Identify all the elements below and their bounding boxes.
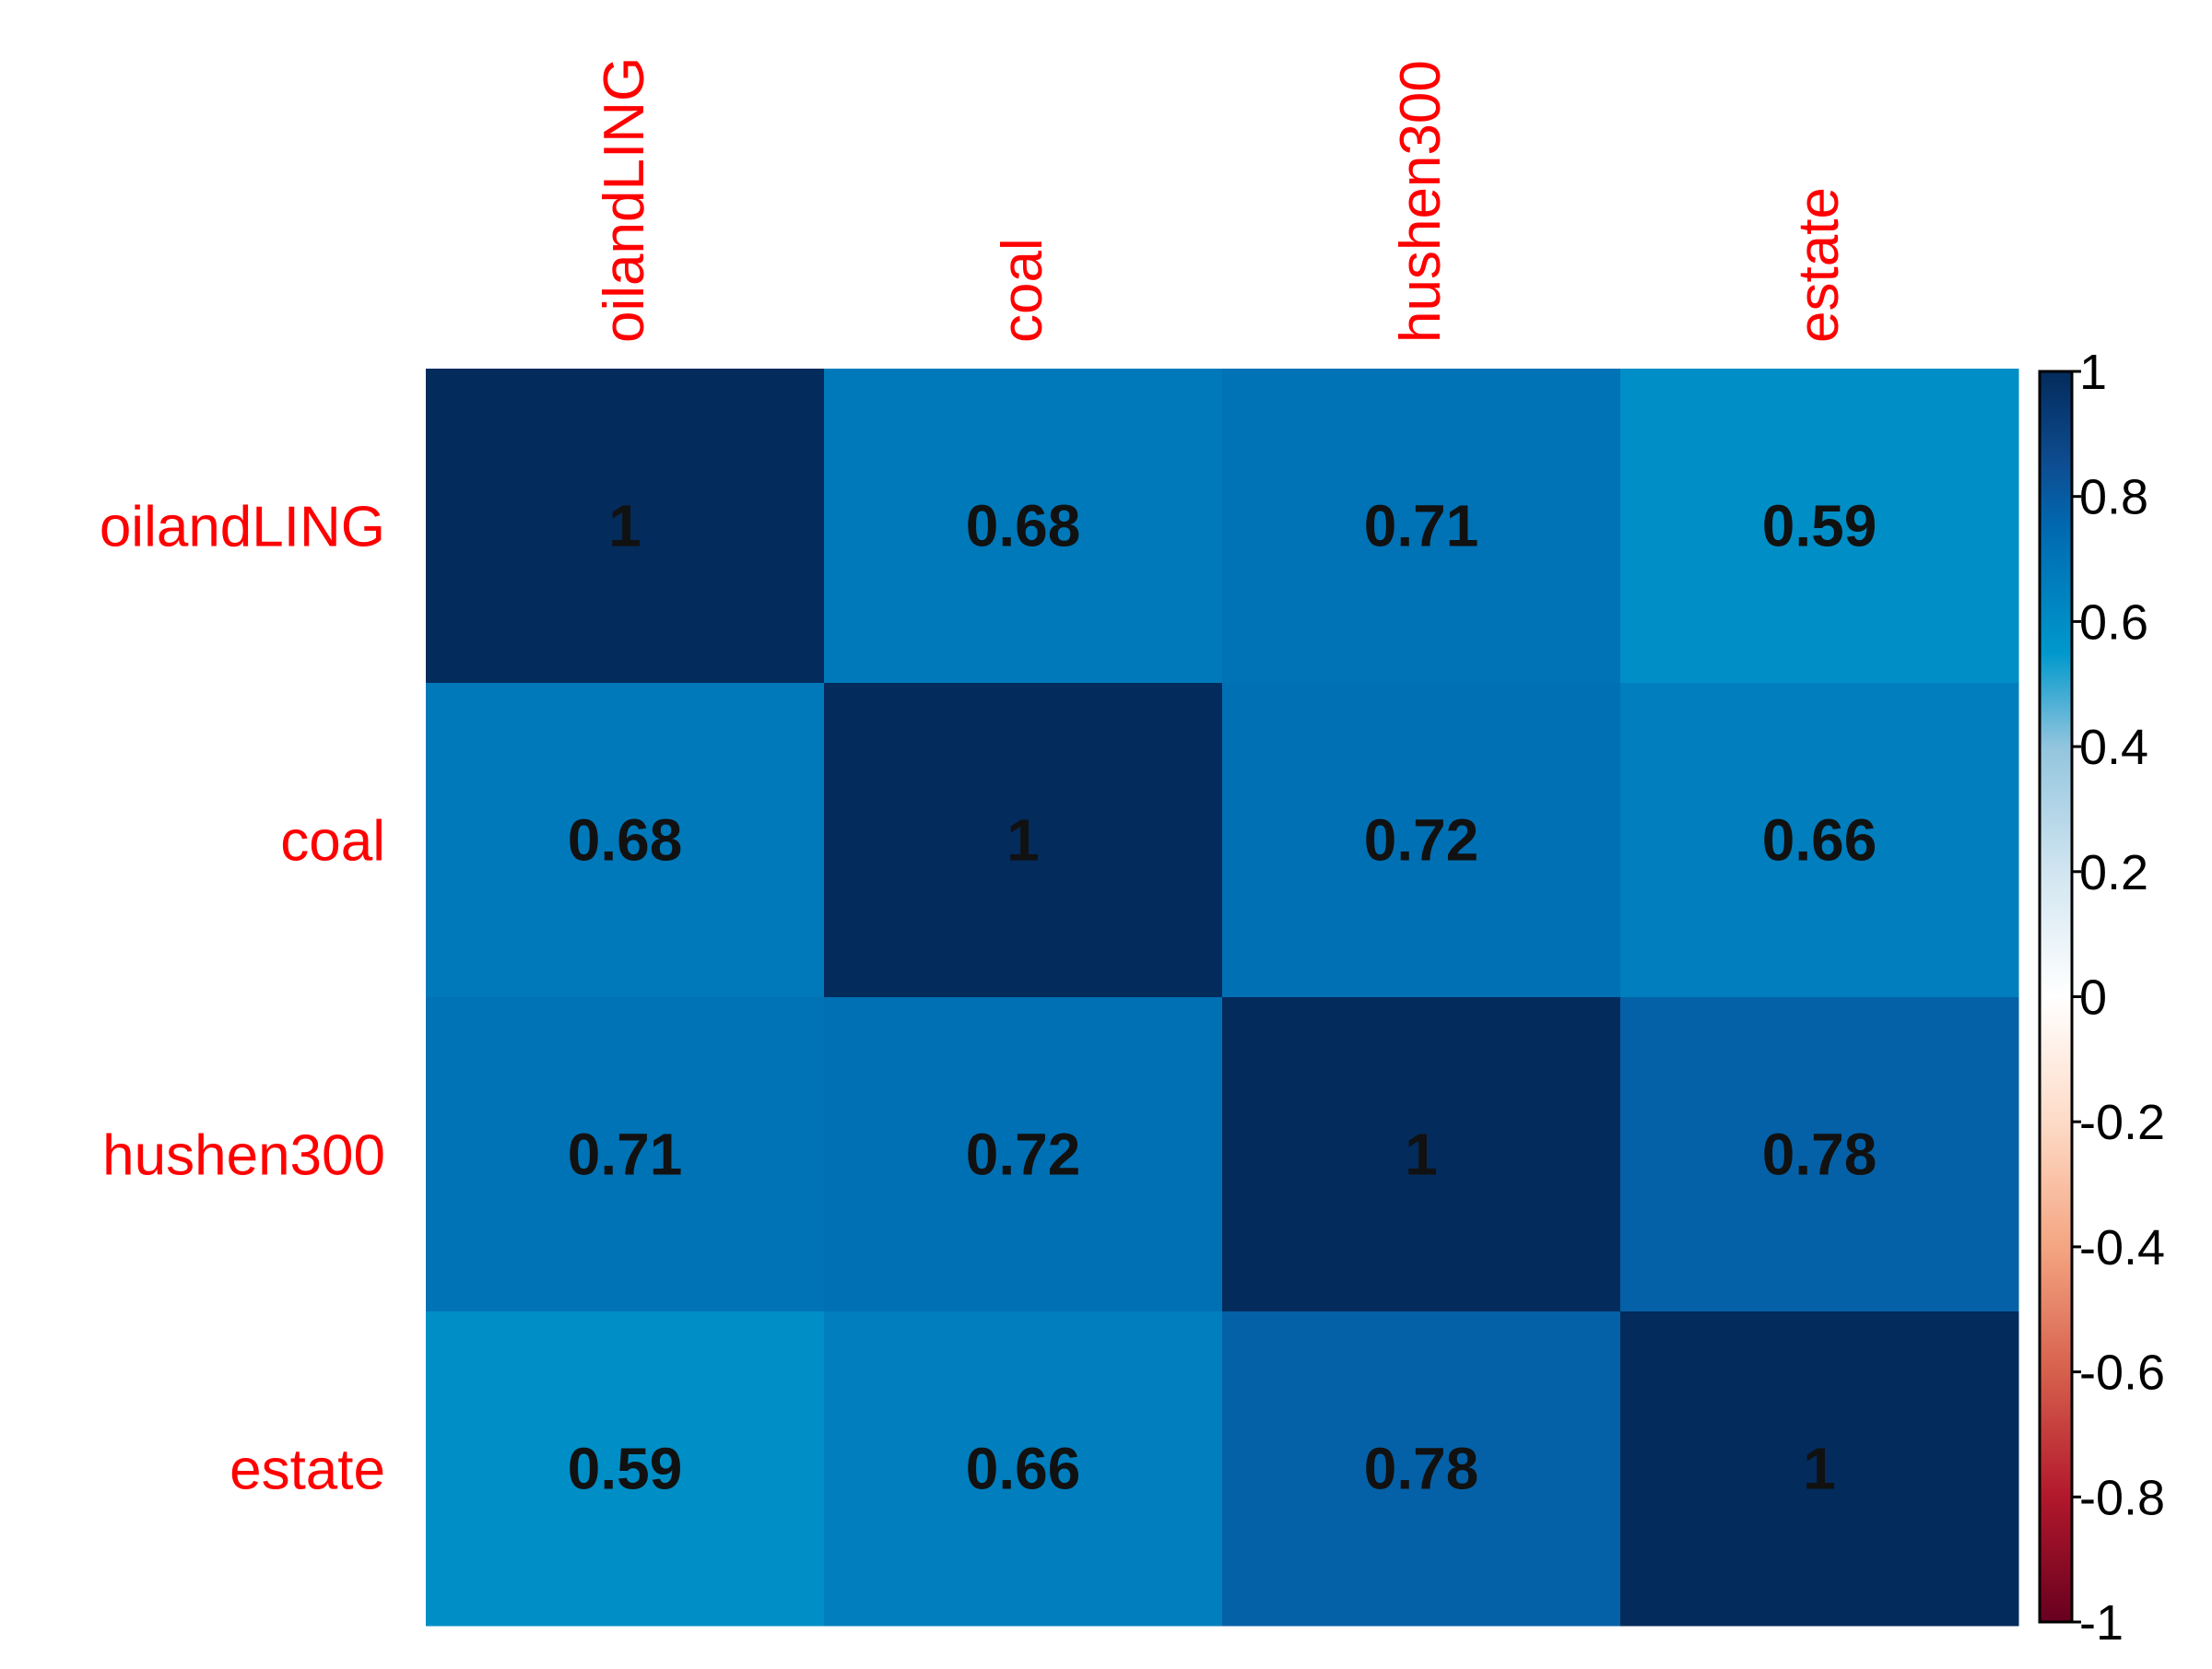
heatmap-cell-hushen300-hushen300	[1222, 997, 1621, 1312]
cell-value-label: 0.78	[1364, 1436, 1479, 1502]
heatmap-cell-hushen300-coal	[824, 997, 1223, 1312]
legend-tick-label: 0.4	[2079, 720, 2148, 775]
heatmap-cell-hushen300-estate	[1620, 997, 2019, 1312]
legend-tick-label: 0.2	[2079, 845, 2148, 900]
heatmap-cell-oilandLING-estate	[1620, 369, 2019, 684]
cell-value-label: 0.72	[1364, 807, 1479, 874]
cell-value-label: 0.59	[1762, 493, 1877, 559]
legend-ticks: 1 0.8 0.6 0.4 0.2 0 -0.2 -0.4 -0.6 -0.8 -1	[2072, 345, 2165, 1651]
column-labels: oilandLING coal hushen300 estate	[593, 57, 1851, 343]
cell-value-label: 0.71	[1364, 493, 1479, 559]
cell-value-label: 1	[1006, 807, 1040, 874]
column-label-hushen300: hushen300	[1389, 60, 1453, 343]
legend-tick-label: 0.6	[2079, 594, 2148, 650]
row-label-estate: estate	[229, 1439, 385, 1502]
cell-value-label: 0.66	[966, 1436, 1081, 1502]
legend-color-bar	[2038, 370, 2074, 1624]
row-label-hushen300: hushen300	[102, 1124, 385, 1188]
column-label-estate: estate	[1787, 187, 1851, 343]
legend-tick-label: -0.6	[2079, 1346, 2165, 1401]
column-label-oilandLING: oilandLING	[593, 57, 656, 343]
heatmap-cells	[426, 369, 2019, 1627]
legend-tick-label: -0.2	[2079, 1095, 2165, 1150]
column-label-coal: coal	[991, 238, 1054, 343]
cell-value-label: 0.68	[568, 807, 683, 874]
row-labels: oilandLING coal hushen300 estate	[100, 496, 385, 1502]
heatmap-cell-coal-estate	[1620, 683, 2019, 998]
row-label-coal: coal	[280, 810, 385, 874]
heatmap-cell-coal-coal	[824, 683, 1223, 998]
heatmap-cell-estate-estate	[1620, 1311, 2019, 1627]
color-legend: 1 0.8 0.6 0.4 0.2 0 -0.2 -0.4 -0.6 -0.8 -1	[2038, 345, 2165, 1651]
legend-tick-label: -1	[2079, 1595, 2124, 1651]
heatmap-cell-oilandLING-coal	[824, 369, 1223, 684]
cell-value-label: 0.78	[1762, 1122, 1877, 1188]
cell-value-label: 0.68	[966, 493, 1081, 559]
legend-tick-label: -0.8	[2079, 1470, 2165, 1525]
heatmap-cell-estate-hushen300	[1222, 1311, 1621, 1627]
row-label-oilandLING: oilandLING	[100, 496, 385, 559]
heatmap-cell-estate-oilandLING	[426, 1311, 825, 1627]
cell-value-label: 0.72	[966, 1122, 1081, 1188]
legend-tick-label: 0.8	[2079, 470, 2148, 525]
heatmap-cell-coal-hushen300	[1222, 683, 1621, 998]
heatmap-cell-hushen300-oilandLING	[426, 997, 825, 1312]
legend-tick-label: 0	[2079, 970, 2107, 1026]
legend-tick-label: 1	[2079, 345, 2107, 400]
cell-value-label: 1	[1405, 1122, 1438, 1188]
cell-value-label: 1	[1803, 1436, 1836, 1502]
cell-value-label: 1	[608, 493, 641, 559]
cell-value-label: 0.71	[568, 1122, 683, 1188]
cell-value-label: 0.59	[568, 1436, 683, 1502]
heatmap-cell-values: 1 0.68 0.71 0.59 0.68 1 0.72 0.66 0.71 0.72 1 0.78 0…	[568, 493, 1877, 1502]
heatmap-cell-estate-coal	[824, 1311, 1223, 1627]
heatmap-cell-coal-oilandLING	[426, 683, 825, 998]
cell-value-label: 0.66	[1762, 807, 1877, 874]
heatmap-cell-oilandLING-oilandLING	[426, 369, 825, 684]
heatmap-cell-oilandLING-hushen300	[1222, 369, 1621, 684]
legend-tick-label: -0.4	[2079, 1220, 2165, 1275]
